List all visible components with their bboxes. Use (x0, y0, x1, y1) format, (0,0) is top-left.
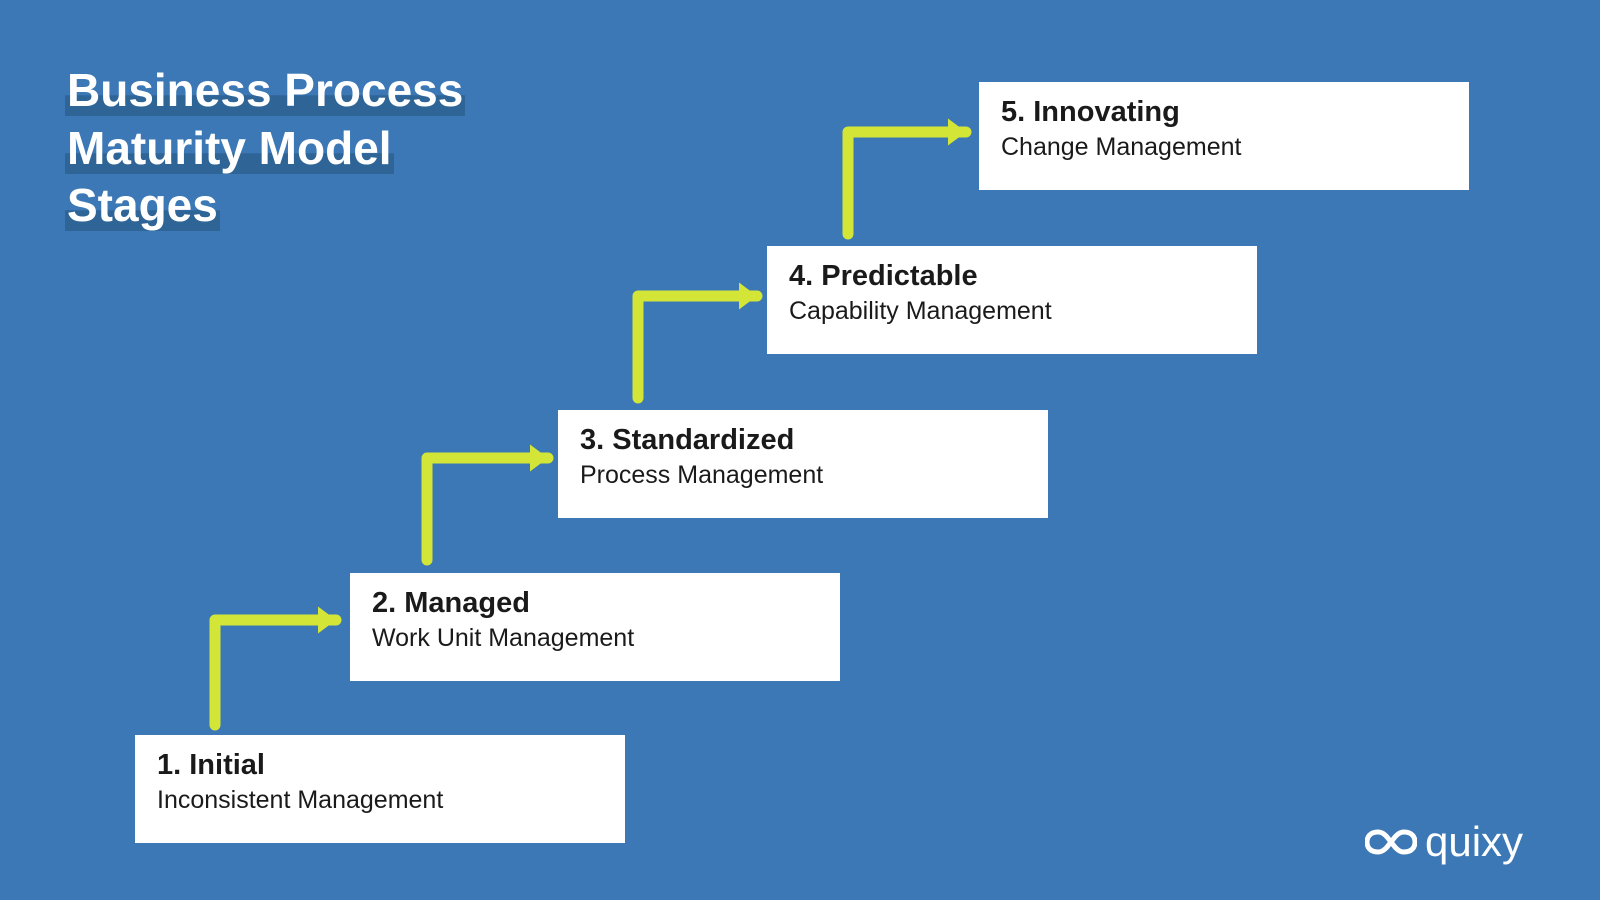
stage-title: 1. Initial (157, 749, 603, 782)
stage-subtitle: Work Unit Management (372, 624, 818, 653)
stage-number: 3. (580, 424, 604, 456)
stage-subtitle: Capability Management (789, 297, 1235, 326)
stage-number: 1. (157, 749, 181, 781)
stage-box: 2. Managed Work Unit Management (350, 573, 840, 681)
stage-title: 3. Standardized (580, 424, 1026, 457)
stage-box: 4. Predictable Capability Management (767, 246, 1257, 354)
brand-logo: quixy (1365, 818, 1523, 866)
diagram-title: Business Process Maturity ModelStages (65, 62, 465, 235)
stage-label: Innovating (1033, 96, 1180, 128)
stage-number: 2. (372, 587, 396, 619)
stage-title: 5. Innovating (1001, 96, 1447, 129)
arrow-icon (608, 266, 787, 428)
title-line: Stages (65, 179, 220, 231)
stage-number: 5. (1001, 96, 1025, 128)
stage-label: Initial (189, 749, 265, 781)
stage-box: 5. Innovating Change Management (979, 82, 1469, 190)
stage-subtitle: Change Management (1001, 133, 1447, 162)
arrow-icon (818, 102, 996, 264)
stage-label: Managed (404, 587, 530, 619)
stage-box: 1. Initial Inconsistent Management (135, 735, 625, 843)
stage-subtitle: Inconsistent Management (157, 786, 603, 815)
arrow-icon (397, 428, 578, 590)
title-line: Business Process (65, 64, 465, 116)
stage-number: 4. (789, 260, 813, 292)
stage-label: Predictable (821, 260, 977, 292)
stage-label: Standardized (612, 424, 794, 456)
stage-title: 4. Predictable (789, 260, 1235, 293)
title-line: Maturity Model (65, 122, 394, 174)
stage-box: 3. Standardized Process Management (558, 410, 1048, 518)
stage-title: 2. Managed (372, 587, 818, 620)
infinity-icon (1365, 824, 1417, 860)
diagram-canvas: Business Process Maturity ModelStages 1. I… (0, 0, 1600, 900)
arrow-icon (185, 590, 366, 755)
stage-subtitle: Process Management (580, 461, 1026, 490)
brand-name: quixy (1425, 818, 1523, 866)
